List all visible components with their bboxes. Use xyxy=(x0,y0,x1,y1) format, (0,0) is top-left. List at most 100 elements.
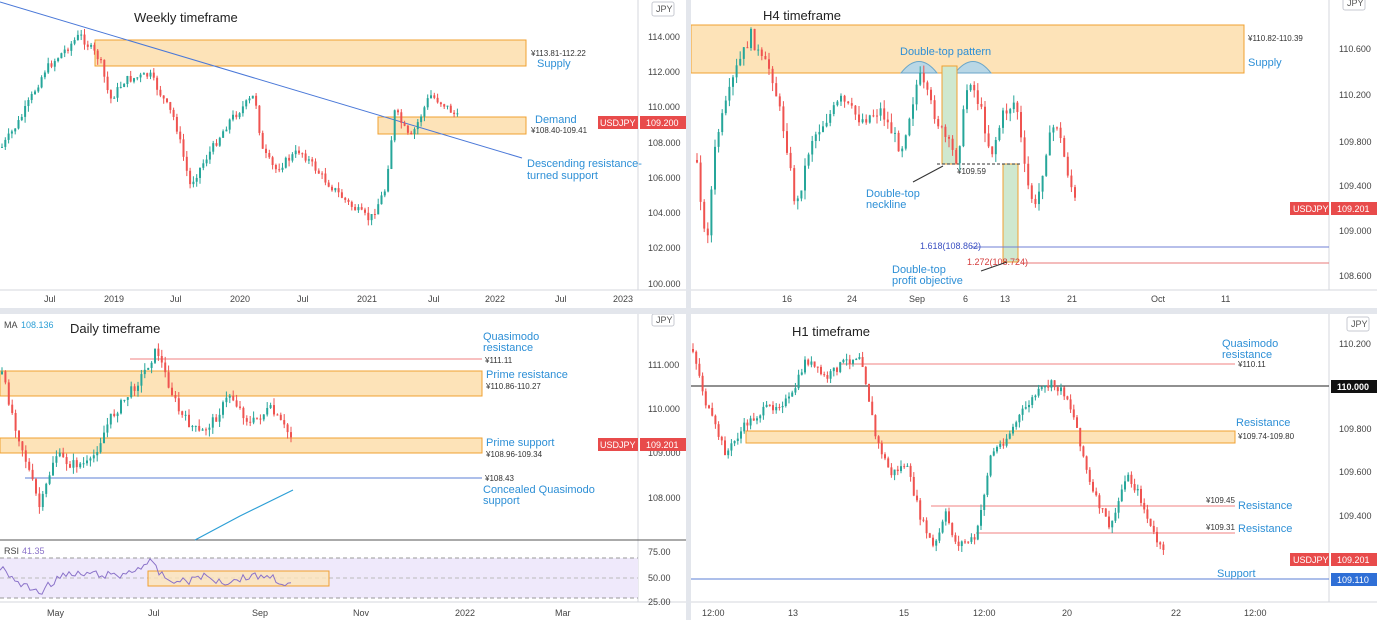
candle-body xyxy=(717,132,720,147)
candle-body xyxy=(714,415,717,425)
y-tick: 109.000 xyxy=(1339,226,1372,236)
candle-body xyxy=(775,407,778,411)
candle-body xyxy=(906,465,909,467)
candle-body xyxy=(198,425,201,431)
candle-body xyxy=(75,460,78,468)
candle-body xyxy=(765,404,768,407)
prime-resistance-zone[interactable] xyxy=(0,370,483,397)
candle-body xyxy=(393,110,396,141)
candle-body xyxy=(717,424,720,437)
candle-body xyxy=(970,537,973,542)
candle-body xyxy=(1152,525,1155,532)
candle-body xyxy=(238,113,241,118)
candle-body xyxy=(50,63,53,67)
candle-body xyxy=(160,356,163,363)
candle-body xyxy=(900,466,902,472)
candle-body xyxy=(201,429,204,431)
candle-body xyxy=(893,469,896,476)
candle-body xyxy=(925,520,928,534)
candle-body xyxy=(225,397,228,403)
candle-body xyxy=(781,406,784,408)
candle-body xyxy=(222,402,224,415)
daily-chart-svg[interactable]: MA 108.136 Daily timeframe Quasimodo res… xyxy=(0,314,686,620)
candle-body xyxy=(80,34,83,36)
candle-body xyxy=(992,451,995,456)
candle-body xyxy=(807,359,810,365)
candle-body xyxy=(258,105,261,133)
candle-body xyxy=(858,114,860,123)
support-label: Support xyxy=(1217,568,1256,580)
candle-body xyxy=(764,56,767,60)
h4-chart-svg[interactable]: H4 timeframe ¥110.82-110.39 Supply Doubl… xyxy=(691,0,1377,308)
prime-resistance-range: ¥110.86-110.27 xyxy=(485,382,541,391)
candle-body xyxy=(1053,380,1056,388)
candle-body xyxy=(904,135,907,149)
candle-body xyxy=(1034,395,1037,398)
candle-body xyxy=(897,132,900,152)
candle-body xyxy=(829,371,832,379)
candle-body xyxy=(930,89,932,101)
demand-zone[interactable] xyxy=(377,116,527,135)
candle-body xyxy=(41,493,44,508)
candle-body xyxy=(400,112,403,123)
candle-body xyxy=(960,541,963,547)
candle-body xyxy=(752,418,755,421)
candle-body xyxy=(324,173,327,183)
candle-body xyxy=(1146,509,1149,519)
candle-body xyxy=(800,190,803,199)
candle-body xyxy=(836,101,839,106)
supply-range-label: ¥113.81-112.22 xyxy=(530,49,586,58)
candle-body xyxy=(814,134,817,141)
supply-zone[interactable] xyxy=(94,39,527,67)
candle-body xyxy=(957,541,960,547)
rsi-tick: 75.00 xyxy=(648,547,671,557)
candle-body xyxy=(1041,175,1044,192)
currency-badge[interactable] xyxy=(1342,0,1366,11)
y-tick: 106.000 xyxy=(648,173,681,183)
candle-body xyxy=(967,541,970,543)
candle-body xyxy=(890,467,893,476)
candle-body xyxy=(215,143,218,146)
candle-body xyxy=(182,139,185,157)
symbol-label: USDJPY xyxy=(1293,555,1329,565)
currency-badge[interactable] xyxy=(1346,316,1370,332)
resistance-zone[interactable] xyxy=(745,430,1236,444)
candle-body xyxy=(1095,491,1098,496)
projection-box xyxy=(1002,163,1019,263)
candle-body xyxy=(31,469,34,480)
objective-label-line-1: Double-top xyxy=(892,264,946,276)
h4-chart-panel[interactable]: H4 timeframe ¥110.82-110.39 Supply Doubl… xyxy=(691,0,1377,308)
candle-body xyxy=(321,173,324,175)
candle-body xyxy=(96,50,99,60)
candle-body xyxy=(106,424,109,433)
candle-body xyxy=(133,78,135,82)
descending-trendline[interactable] xyxy=(0,1,523,159)
daily-chart-panel[interactable]: MA 108.136 Daily timeframe Quasimodo res… xyxy=(0,314,686,620)
candle-body xyxy=(48,475,51,484)
weekly-chart-panel[interactable]: Weekly timeframe ¥113.81-112.22 Supply D… xyxy=(0,0,686,308)
candle-body xyxy=(294,150,297,155)
prime-support-range: ¥108.96-109.34 xyxy=(485,450,543,459)
candle-body xyxy=(304,153,307,161)
candle-body xyxy=(109,90,112,99)
candle-body xyxy=(1005,438,1008,446)
qm-resistance-label-line-2: resistance xyxy=(1222,349,1272,361)
prime-support-zone[interactable] xyxy=(0,437,483,454)
currency-badge[interactable] xyxy=(651,1,675,17)
weekly-chart-svg[interactable]: Weekly timeframe ¥113.81-112.22 Supply D… xyxy=(0,0,686,308)
candle-body xyxy=(436,97,439,103)
currency-badge[interactable] xyxy=(651,314,675,327)
candle-body xyxy=(980,103,983,107)
resistance-label: Resistance xyxy=(1236,417,1290,429)
candle-body xyxy=(848,359,851,364)
x-tick: Nov xyxy=(353,608,370,618)
h1-chart-panel[interactable]: H1 timeframe Quasimodo resistance ¥110.1… xyxy=(691,314,1377,620)
candle-body xyxy=(1124,481,1126,490)
y-tick: 104.000 xyxy=(648,208,681,218)
rsi-range-zone[interactable] xyxy=(147,570,330,587)
candle-body xyxy=(251,95,254,99)
candle-body xyxy=(147,367,150,370)
h1-chart-svg[interactable]: H1 timeframe Quasimodo resistance ¥110.1… xyxy=(691,314,1377,620)
candle-body xyxy=(416,122,419,130)
candle-body xyxy=(239,406,241,408)
